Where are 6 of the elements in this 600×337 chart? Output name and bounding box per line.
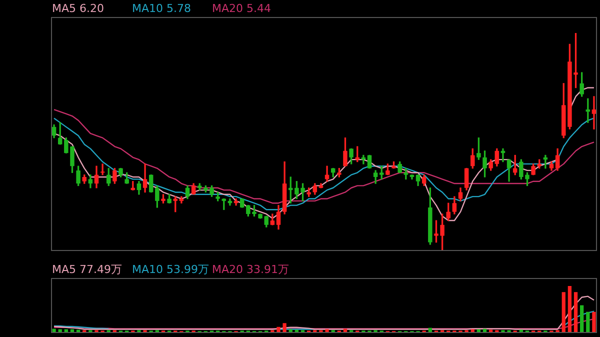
text: MA10 53.99万 [132,263,210,276]
text: MA20 33.91万 [212,263,290,276]
text: MA5 6.20 [52,2,106,15]
text: MA5 77.49万 [52,263,124,276]
text: MA20 5.44 [212,2,272,15]
text: MA10 5.78 [132,2,192,15]
